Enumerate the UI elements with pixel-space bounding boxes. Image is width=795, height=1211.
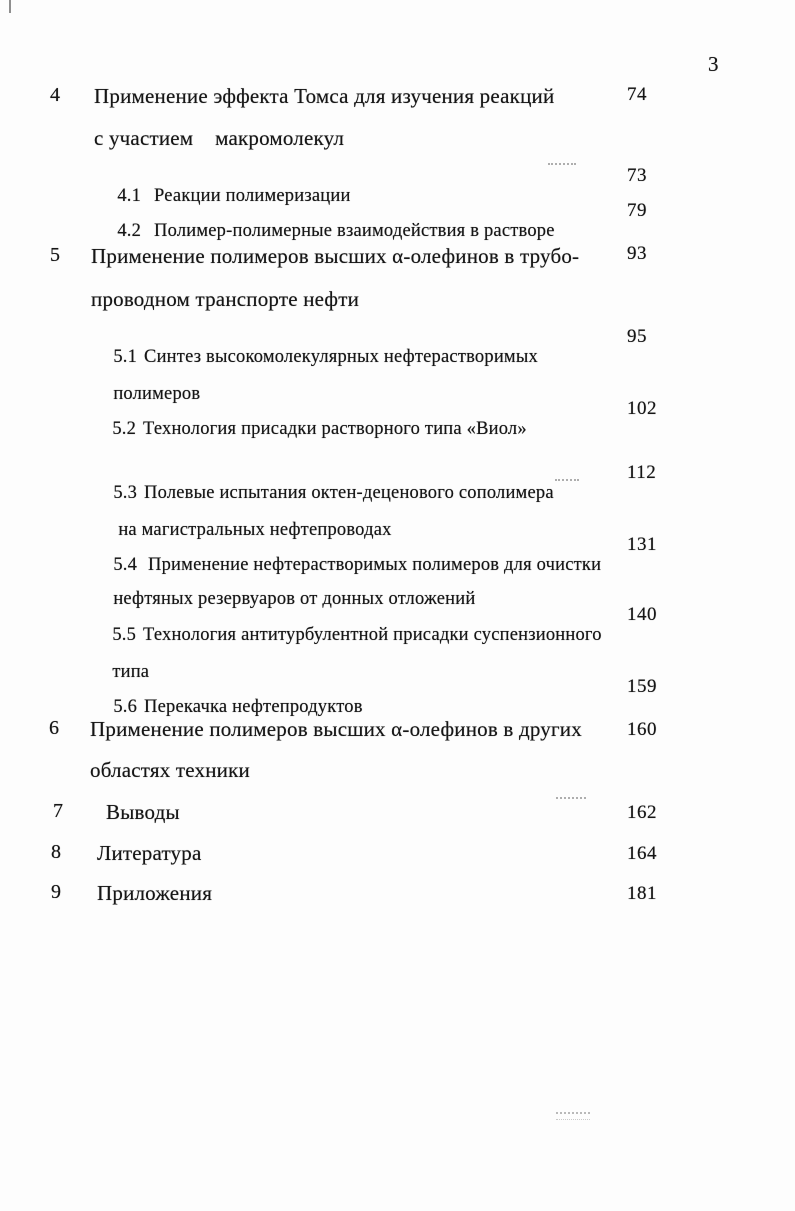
toc-entry-4-continuation: с участием макромолекул (0, 126, 344, 198)
toc-entry-page-number: 140 (627, 604, 657, 625)
toc-entry-number: 7 (53, 800, 64, 822)
toc-entry-title: Полимер-полимерные взаимодействия в раст… (154, 221, 555, 242)
toc-entry-5-6-page-row: 159 (0, 676, 795, 731)
toc-entry-page-number: 164 (627, 843, 657, 864)
toc-entry-title: Применение нефтерастворимых полимеров дл… (148, 555, 602, 576)
toc-entry-5-2: 5.2 Технология присадки растворного типа … (93, 398, 527, 462)
toc-entry-number: 5.5 (112, 625, 137, 646)
toc-entry-5-4: 5.4 Применение нефтерастворимых полимеров… (94, 534, 601, 598)
toc-entry-title: областях техники (90, 758, 250, 782)
toc-entry-number: 8 (51, 841, 62, 863)
toc-entry-number: 6 (49, 717, 60, 739)
toc-entry-7: 7 Выводы 162 (0, 800, 657, 921)
toc-entry-5-5-continuation: типа (93, 641, 149, 705)
toc-entry-number: 4 (50, 84, 61, 106)
toc-entry-page-number: 181 (627, 883, 657, 904)
toc-entry-number: 4.2 (117, 221, 142, 242)
toc-entry-9: 9 Приложения 181 (0, 881, 657, 1002)
toc-entry-title: Выводы (106, 800, 180, 824)
toc-entry-title: с участием макромолекул (94, 126, 345, 150)
toc-entry-number: 5 (50, 244, 61, 266)
toc-entry-title: нефтяных резервуаров от донных отложений (113, 589, 476, 610)
toc-entry-title: на магистральных нефтепроводах (118, 520, 392, 541)
toc-entry-title: Реакции полимеризации (154, 186, 351, 207)
toc-entry-5-6: 5.6 Перекачка нефтепродуктов (94, 676, 363, 740)
toc-entry-page-number: 112 (627, 462, 657, 483)
toc-entry-5-continuation: проводном транспорте нефти (0, 287, 359, 359)
toc-entry-5: 5 Применение полимеров высших α-олефинов… (0, 243, 647, 365)
toc-entry-title: Технология присадки растворного типа «Ви… (143, 419, 527, 440)
scan-artifact (548, 163, 576, 165)
toc-entry-page-number: 79 (627, 200, 647, 221)
toc-entry-5-2-page-row: 102 (0, 398, 795, 453)
toc-entry-title: Применение полимеров высших α-олефинов в… (91, 244, 580, 268)
toc-entry-number: 5.2 (112, 419, 137, 440)
toc-entry-5-4-page-row: 131 (0, 534, 795, 589)
toc-entry-4-2: 4.2 Полимер-полимерные взаимодействия в р… (98, 200, 555, 264)
toc-entry-title: Технология антитурбулентной присадки сус… (143, 625, 602, 646)
toc-entry-number: 5.3 (113, 483, 138, 504)
toc-entry-4-2-page-row: 79 (0, 200, 795, 255)
toc-entry-number: 5.4 (113, 555, 138, 576)
toc-entry-number: 5.6 (113, 697, 138, 718)
toc-entry-6-continuation: областях техники (0, 758, 250, 830)
toc-entry-title: Приложения (97, 881, 213, 905)
toc-entry-title: типа (112, 662, 150, 683)
toc-entry-5-5-page-row: 140 (0, 604, 795, 659)
toc-entry-title: Применение полимеров высших α-олефинов в… (90, 717, 582, 741)
toc-entry-page-number: 74 (627, 84, 647, 105)
scan-artifact (556, 1112, 590, 1120)
toc-entry-5-1-page-row: 95 (0, 326, 795, 381)
toc-entry-title: полимеров (113, 384, 201, 405)
toc-entry-4: 4 Применение эффекта Томса для изучения … (0, 84, 647, 205)
toc-entry-number: 4.1 (117, 186, 142, 207)
toc-entry-5-3-page-row: 112 (0, 462, 795, 517)
toc-entry-5-4-continuation: нефтяных резервуаров от донных отложений (94, 568, 475, 632)
toc-entry-5-3-continuation: на магистральных нефтепроводах (99, 499, 392, 563)
toc-entry-6: 6 Применение полимеров высших α-олефинов… (0, 717, 657, 838)
toc-entry-page-number: 159 (627, 676, 657, 697)
toc-entry-page-number: 73 (627, 165, 647, 186)
toc-entry-page-number: 160 (627, 719, 657, 740)
scan-edge-tick (9, 0, 11, 13)
toc-entry-title: Применение эффекта Томса для изучения ре… (94, 84, 555, 108)
toc-entry-number: 9 (51, 881, 62, 903)
toc-entry-title: проводном транспорте нефти (91, 287, 360, 311)
toc-entry-4-1-page-row: 73 (0, 165, 795, 220)
toc-entry-number: 5.1 (113, 347, 138, 368)
toc-entry-5-3: 5.3 Полевые испытания октен-деценового со… (94, 462, 554, 526)
toc-entry-5-1: 5.1 Синтез высокомолекулярных нефтераство… (94, 326, 538, 390)
toc-entry-page-number: 102 (627, 398, 657, 419)
toc-entry-page-number: 93 (627, 243, 647, 264)
toc-entry-page-number: 162 (627, 802, 657, 823)
toc-entry-8: 8 Литература 164 (0, 841, 657, 962)
scan-artifact (555, 479, 579, 481)
toc-entry-title: Перекачка нефтепродуктов (144, 697, 363, 718)
toc-entry-page-number: 131 (627, 534, 657, 555)
toc-entry-title: Литература (97, 841, 202, 865)
toc-entry-4-1: 4.1 Реакции полимеризации (98, 165, 351, 229)
toc-entry-title: Полевые испытания октен-деценового сопол… (144, 483, 554, 504)
toc-entry-5-5: 5.5 Технология антитурбулентной присадки … (93, 604, 602, 668)
scan-artifact (556, 797, 586, 799)
page-number: 3 (708, 52, 719, 76)
toc-entry-title: Синтез высокомолекулярных нефтерастворим… (144, 347, 538, 368)
toc-entry-page-number: 95 (627, 326, 647, 347)
toc-entry-5-1-continuation: полимеров (94, 363, 200, 427)
